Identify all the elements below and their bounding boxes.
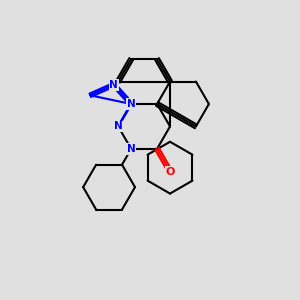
Text: N: N (127, 144, 136, 154)
Text: N: N (127, 99, 136, 109)
Text: N: N (110, 80, 118, 90)
Text: N: N (127, 99, 136, 109)
Text: O: O (166, 167, 175, 177)
Text: N: N (127, 99, 136, 109)
Text: N: N (114, 122, 123, 131)
